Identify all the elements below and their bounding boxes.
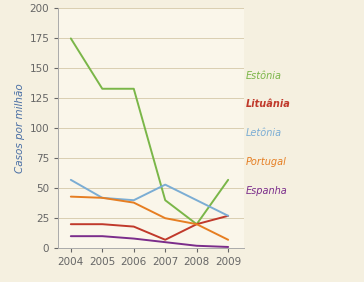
Lituânia <box>226 214 230 217</box>
Line: Lituânia: Lituânia <box>71 216 228 240</box>
Espanha <box>163 241 167 244</box>
Lituânia <box>163 238 167 241</box>
Lituânia <box>100 222 104 226</box>
Estônia <box>131 87 136 91</box>
Line: Letônia: Letônia <box>71 180 228 216</box>
Line: Espanha: Espanha <box>71 236 228 247</box>
Espanha <box>194 244 199 248</box>
Espanha <box>226 245 230 249</box>
Espanha <box>131 237 136 240</box>
Letônia <box>131 199 136 202</box>
Letônia <box>226 214 230 217</box>
Text: Portugal: Portugal <box>246 157 286 167</box>
Estônia <box>100 87 104 91</box>
Portugal <box>131 201 136 204</box>
Letônia <box>69 178 73 182</box>
Line: Portugal: Portugal <box>71 197 228 240</box>
Letônia <box>194 199 199 202</box>
Text: Espanha: Espanha <box>246 186 288 196</box>
Portugal <box>226 238 230 241</box>
Espanha <box>69 235 73 238</box>
Letônia <box>163 183 167 186</box>
Portugal <box>163 217 167 220</box>
Portugal <box>194 222 199 226</box>
Portugal <box>69 195 73 198</box>
Y-axis label: Casos por milhão: Casos por milhão <box>15 83 25 173</box>
Estônia <box>226 178 230 182</box>
Line: Estônia: Estônia <box>71 38 228 224</box>
Letônia <box>100 196 104 200</box>
Estônia <box>194 222 199 226</box>
Text: Lituânia: Lituânia <box>246 99 290 109</box>
Portugal <box>100 196 104 200</box>
Text: Letônia: Letônia <box>246 128 282 138</box>
Text: Estônia: Estônia <box>246 70 282 81</box>
Espanha <box>100 235 104 238</box>
Lituânia <box>131 225 136 228</box>
Lituânia <box>69 222 73 226</box>
Estônia <box>69 37 73 40</box>
Estônia <box>163 199 167 202</box>
Lituânia <box>194 222 199 226</box>
